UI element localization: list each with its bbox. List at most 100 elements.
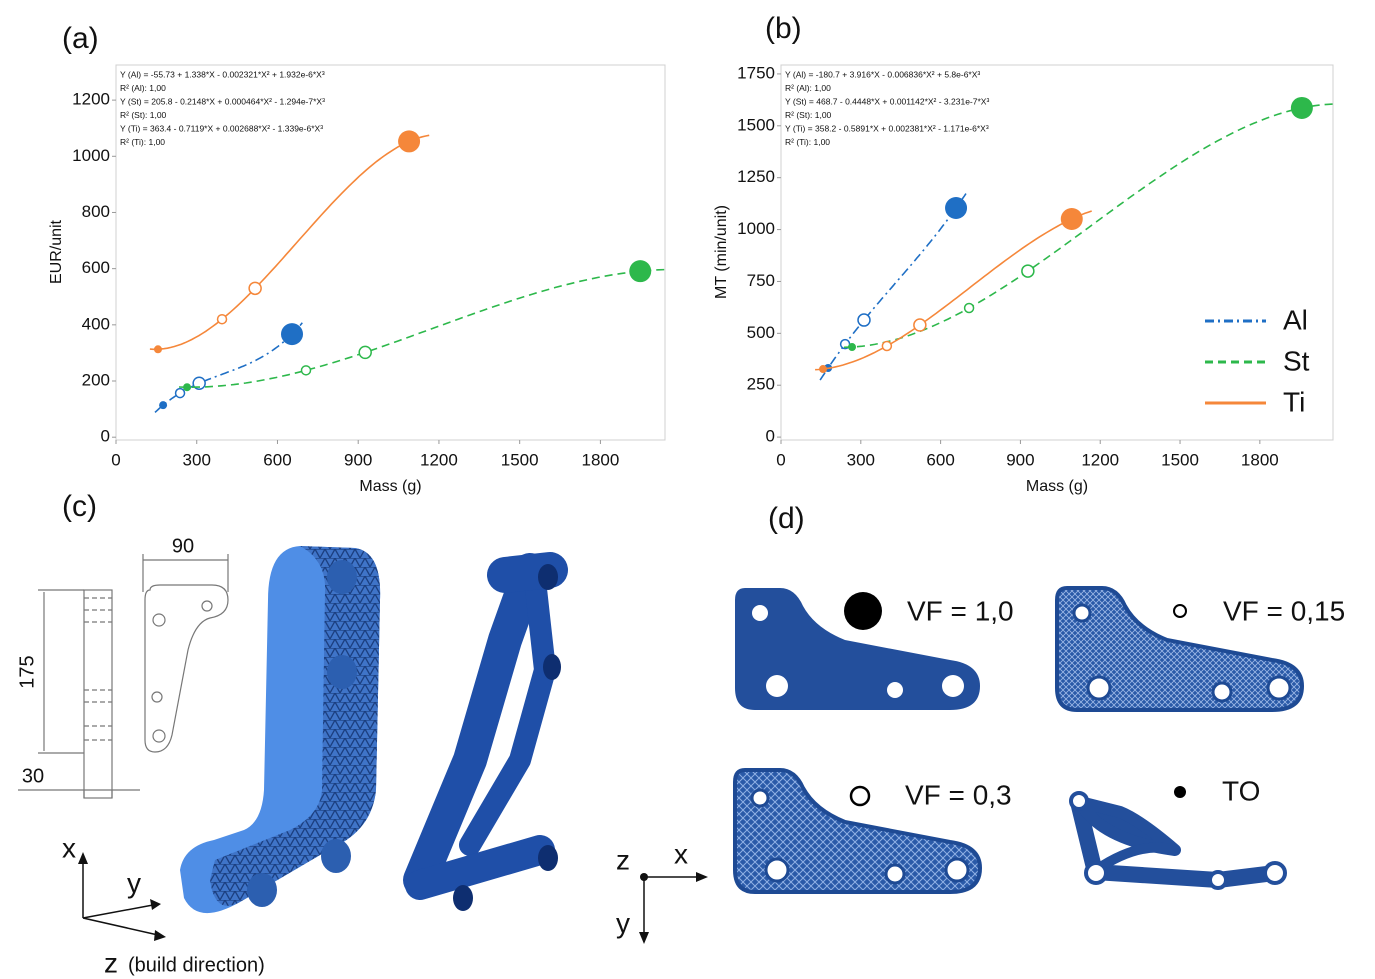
axis-name: z — [616, 844, 630, 875]
y-axis-label: EUR/unit — [48, 219, 65, 284]
x-axis-label: Mass (g) — [1026, 478, 1088, 495]
y-tick-label: 0 — [766, 427, 775, 446]
x-tick-label: 1200 — [1081, 450, 1119, 469]
data-point — [159, 401, 168, 410]
x-tick-label: 0 — [776, 450, 785, 469]
dimension-label: 175 — [16, 655, 38, 688]
y-tick-label: 1000 — [737, 219, 775, 238]
legend-label: St — [1283, 345, 1310, 376]
variant-label: TO — [1222, 775, 1260, 806]
panel-label: (d) — [768, 502, 805, 535]
x-tick-label: 300 — [847, 450, 875, 469]
x-axis-label: Mass (g) — [359, 478, 421, 495]
data-point — [248, 281, 262, 296]
panel-label: (c) — [62, 490, 97, 523]
fit-equation: Y (Al) = -55.73 + 1.338*X - 0.002321*X² … — [120, 69, 325, 79]
x-tick-label: 900 — [1006, 450, 1034, 469]
dimension-label: 90 — [172, 535, 194, 557]
panel-label: (b) — [765, 12, 802, 45]
legend-marker — [1173, 604, 1187, 618]
topology-optimized-part — [403, 552, 568, 911]
technical-drawing — [18, 554, 229, 799]
legend-marker — [844, 592, 882, 630]
y-tick-label: 400 — [82, 314, 110, 333]
data-point — [881, 340, 893, 352]
variant-label: VF = 1,0 — [907, 595, 1014, 626]
y-tick-label: 200 — [82, 370, 110, 389]
axis-note: (build direction) — [128, 954, 265, 976]
data-point — [857, 313, 871, 327]
y-tick-label: 1250 — [737, 167, 775, 186]
axis-name: x — [674, 838, 688, 869]
y-tick-label: 1000 — [72, 146, 110, 165]
axis-name: x — [62, 832, 76, 863]
fit-equation: R² (Ti): 1,00 — [785, 137, 830, 147]
x-tick-label: 600 — [926, 450, 954, 469]
axis-name: y — [127, 867, 141, 898]
dimension-label: 30 — [22, 765, 44, 787]
data-point — [913, 318, 927, 332]
x-tick-label: 0 — [111, 450, 120, 469]
x-tick-label: 600 — [263, 450, 291, 469]
y-axis-label: MT (min/unit) — [713, 205, 730, 299]
data-point — [629, 260, 652, 283]
data-point — [1021, 264, 1035, 278]
axis-name: z — [104, 947, 118, 978]
fit-curve — [178, 268, 666, 388]
coordinate-axes — [78, 852, 708, 944]
data-point — [1290, 96, 1313, 119]
data-point — [819, 365, 828, 374]
fit-equation: R² (Ti): 1,00 — [120, 137, 165, 147]
y-tick-label: 1500 — [737, 115, 775, 134]
fit-equation: Y (Ti) = 358.2 - 0.5891*X + 0.002381*X² … — [785, 123, 989, 133]
data-point — [183, 383, 192, 392]
fit-equation: R² (St): 1,00 — [120, 110, 167, 120]
data-point — [153, 345, 162, 354]
y-tick-label: 0 — [101, 427, 110, 446]
y-tick-label: 250 — [747, 375, 775, 394]
bracket-lattice-coarse — [733, 768, 983, 894]
data-point — [398, 130, 421, 153]
fit-equation: Y (St) = 205.8 - 0.2148*X + 0.000464*X² … — [120, 96, 325, 106]
legend-marker — [849, 785, 871, 807]
fit-equation: R² (Al): 1,00 — [120, 83, 166, 93]
lattice-part — [180, 546, 381, 914]
fit-curve — [154, 322, 303, 413]
legend-label: Al — [1283, 304, 1308, 335]
x-tick-label: 1200 — [420, 450, 458, 469]
fit-equation: Y (Al) = -180.7 + 3.916*X - 0.006836*X² … — [785, 69, 980, 79]
x-tick-label: 1800 — [581, 450, 619, 469]
data-point — [358, 345, 372, 360]
variant-label: VF = 0,3 — [905, 779, 1012, 810]
bracket-topology — [1069, 791, 1287, 890]
legend-marker — [1174, 786, 1186, 798]
y-tick-label: 1200 — [72, 90, 110, 109]
bracket-solid — [735, 588, 980, 710]
fit-equation: R² (Al): 1,00 — [785, 83, 831, 93]
y-tick-label: 600 — [82, 258, 110, 277]
data-point — [1060, 207, 1083, 230]
data-point — [281, 323, 304, 346]
panel-label: (a) — [62, 22, 99, 55]
x-tick-label: 900 — [344, 450, 372, 469]
fit-curve — [819, 192, 967, 381]
data-point — [174, 387, 186, 399]
variant-label: VF = 0,15 — [1223, 595, 1345, 626]
fit-equation: Y (Ti) = 363.4 - 0.7119*X + 0.002688*X² … — [120, 123, 323, 133]
data-point — [848, 343, 857, 352]
legend-label: Ti — [1283, 386, 1305, 417]
plot-frame — [780, 64, 1334, 441]
y-tick-label: 1750 — [737, 63, 775, 82]
fit-equation: R² (St): 1,00 — [785, 110, 832, 120]
data-point — [963, 302, 975, 314]
y-tick-label: 750 — [747, 271, 775, 290]
fit-curve — [149, 134, 430, 351]
y-tick-label: 800 — [82, 202, 110, 221]
x-tick-label: 1500 — [1161, 450, 1199, 469]
fit-curve — [843, 103, 1334, 349]
fit-equation: Y (St) = 468.7 - 0.4448*X + 0.001142*X² … — [785, 96, 989, 106]
axis-name: y — [616, 907, 630, 938]
x-tick-label: 1500 — [501, 450, 539, 469]
y-tick-label: 500 — [747, 323, 775, 342]
